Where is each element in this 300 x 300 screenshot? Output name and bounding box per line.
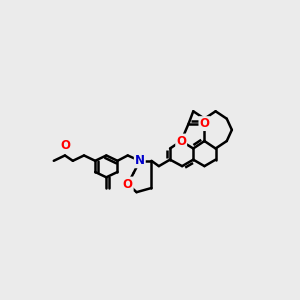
Text: O: O	[176, 134, 186, 148]
Text: O: O	[60, 139, 70, 152]
Text: O: O	[123, 178, 133, 190]
Text: O: O	[200, 117, 209, 130]
Text: N: N	[135, 154, 145, 167]
